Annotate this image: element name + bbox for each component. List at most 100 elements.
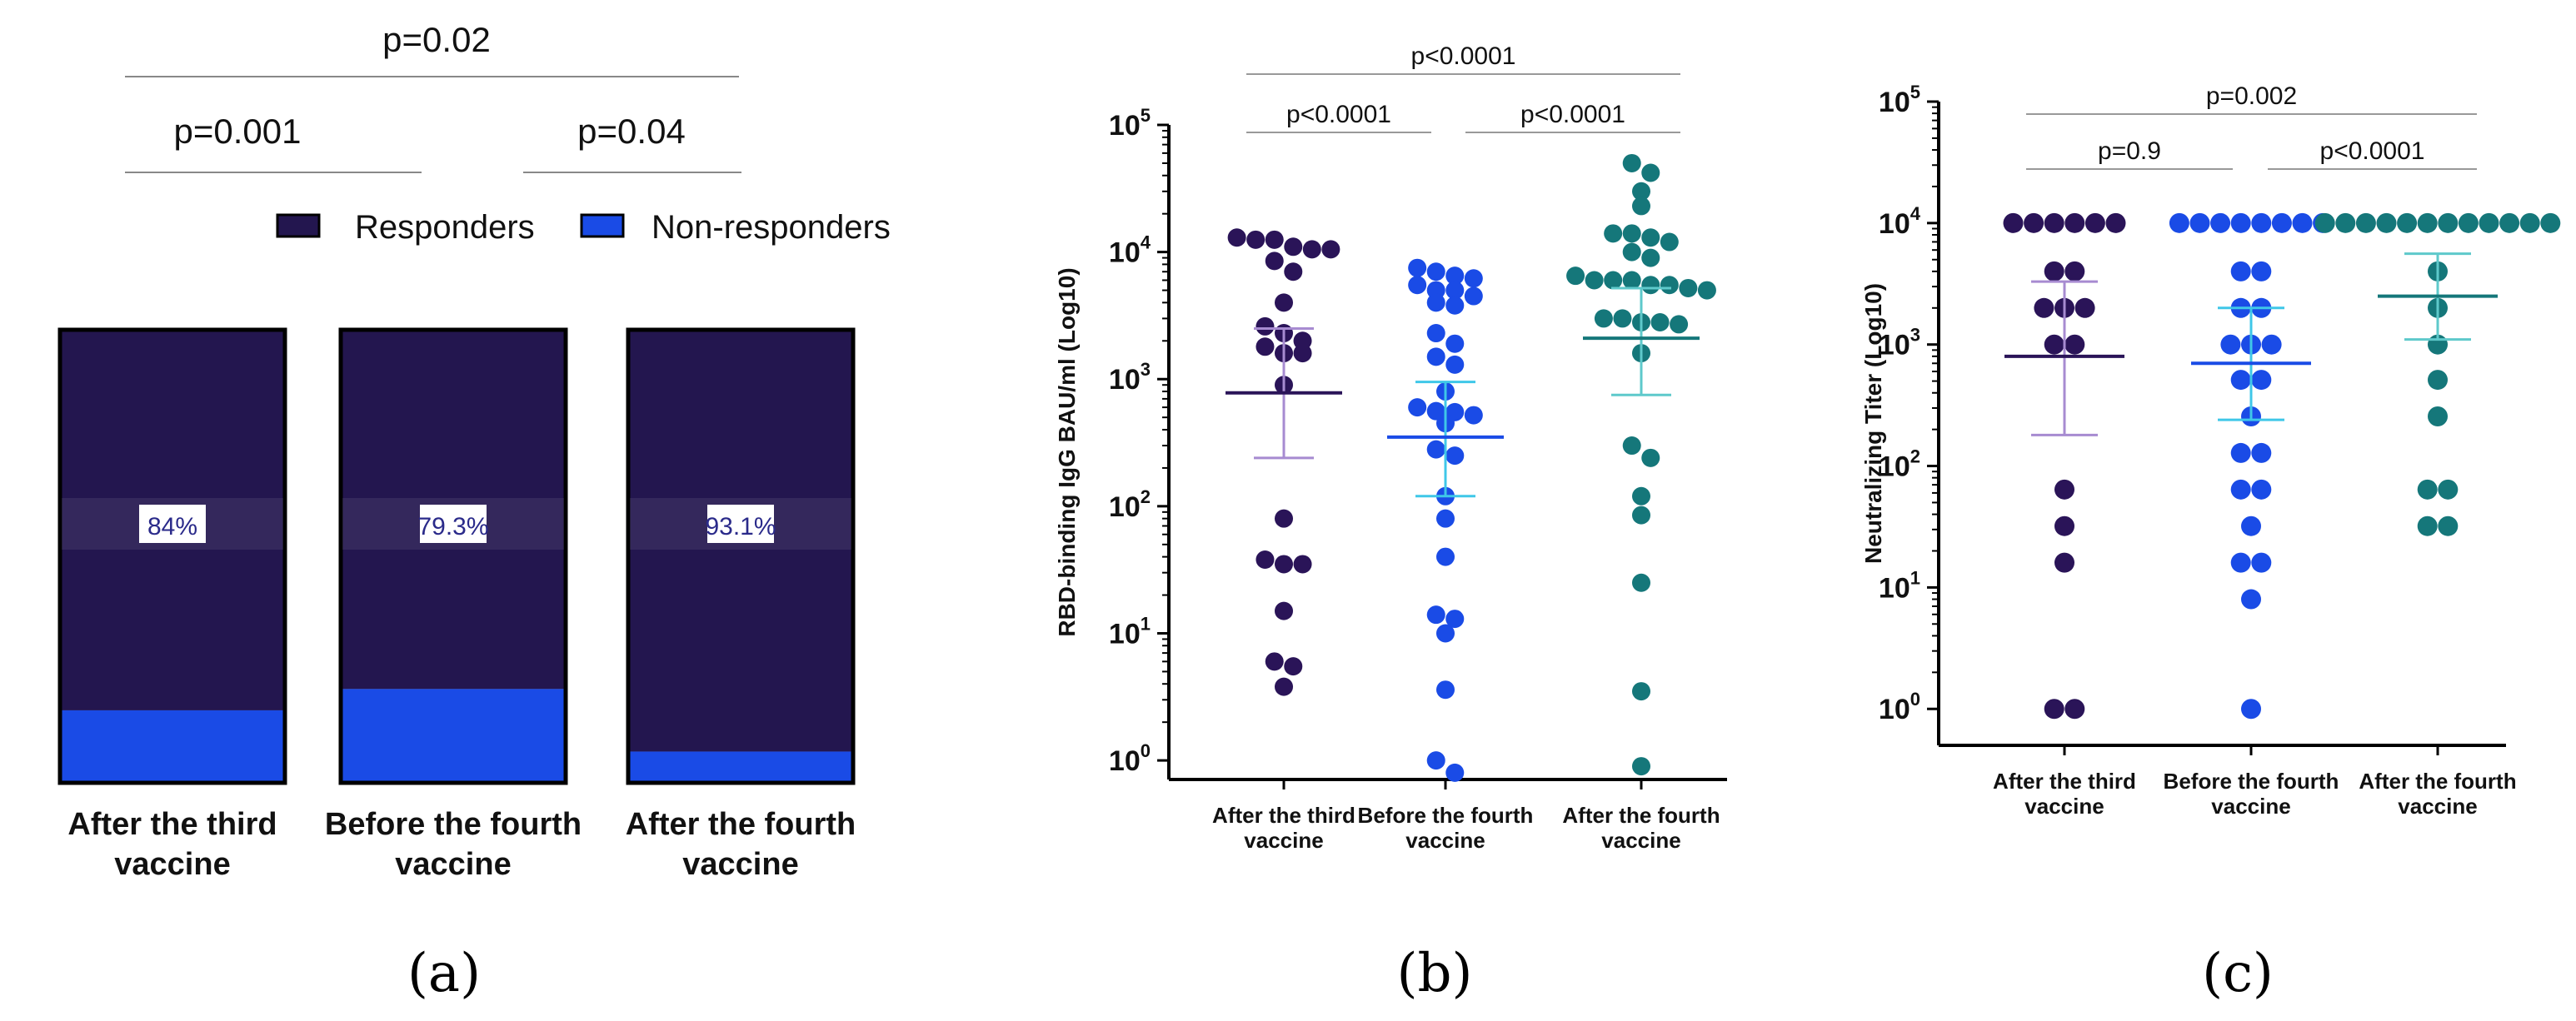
data-point — [1632, 182, 1650, 201]
y-tick-label: 105 — [1109, 105, 1151, 142]
x-tick-label: After the third vaccine — [1993, 769, 2136, 819]
data-point — [2034, 297, 2054, 318]
percent-label: 93.1% — [705, 513, 776, 540]
data-point — [1622, 242, 1641, 261]
data-point — [2074, 297, 2095, 318]
legend-swatch-non-responders — [580, 213, 625, 238]
data-point — [2417, 479, 2438, 500]
data-point — [1641, 448, 1660, 467]
comparison-label: p=0.9 — [2098, 137, 2161, 165]
data-point — [2189, 212, 2210, 233]
data-point — [1566, 266, 1585, 286]
data-point — [1426, 440, 1445, 459]
legend-swatch-responders — [276, 213, 321, 238]
data-point — [1641, 228, 1660, 247]
x-tick-label: After the fourth vaccine — [1562, 803, 1720, 853]
percent-label-box — [707, 505, 774, 543]
data-point — [2064, 699, 2085, 720]
data-point — [1265, 230, 1284, 249]
y-tick-label: 104 — [1879, 203, 1921, 240]
comparison-label: p=0.001 — [174, 112, 302, 151]
data-point — [2044, 212, 2064, 233]
data-point — [2084, 212, 2105, 233]
data-point — [2335, 212, 2356, 233]
bar-non-responders — [341, 689, 566, 783]
data-point — [1622, 436, 1641, 456]
data-point — [1641, 248, 1660, 267]
panel-a-stacked-bar-chart: p=0.02 p=0.001 p=0.04 Responders Non-respond… — [57, 20, 891, 882]
data-point — [1464, 286, 1483, 306]
data-point — [2024, 212, 2044, 233]
data-point — [1436, 547, 1455, 566]
data-point — [2271, 212, 2292, 233]
x-tick-label: After the third vaccine — [1212, 803, 1355, 853]
data-point — [2251, 261, 2272, 281]
data-point — [2230, 442, 2251, 463]
percent-label-box — [420, 505, 487, 543]
data-point — [1265, 652, 1284, 671]
data-point — [2054, 479, 2074, 500]
data-point — [2458, 212, 2479, 233]
data-point — [2355, 212, 2376, 233]
comparison-label: p<0.0001 — [1286, 101, 1391, 128]
data-point — [2220, 334, 2241, 355]
data-point — [2376, 212, 2397, 233]
data-point — [1284, 262, 1303, 281]
data-point — [1227, 228, 1246, 247]
data-point — [1426, 347, 1445, 366]
data-point — [1445, 610, 1465, 629]
data-point — [1660, 276, 1679, 295]
data-point — [2064, 212, 2085, 233]
data-point — [1256, 337, 1275, 356]
data-point — [1679, 278, 1698, 297]
panel-b-igg-scatter-chart: 100 101 102 103 104 105 RBD-binding IgG BAU/ml… — [1054, 42, 1727, 853]
data-point — [1426, 262, 1445, 281]
data-point — [1293, 344, 1312, 363]
data-point — [2064, 261, 2085, 281]
panel-label-c: (c) — [2202, 943, 2274, 1004]
data-point — [2438, 479, 2459, 500]
y-axis-label: RBD-binding IgG BAU/ml (Log10) — [1054, 267, 1080, 636]
data-point — [1436, 680, 1455, 700]
data-point — [2230, 261, 2251, 281]
category-label: Before the fourth vaccine — [325, 807, 582, 882]
data-point — [1445, 334, 1465, 353]
legend: Responders Non-responders — [276, 209, 891, 246]
data-point — [2251, 212, 2272, 233]
y-tick-label: 100 — [1879, 689, 1920, 725]
data-point — [1650, 312, 1670, 331]
data-point — [2054, 552, 2074, 573]
y-tick-label: 105 — [1879, 82, 1920, 118]
data-point — [2428, 406, 2448, 427]
data-point — [2169, 212, 2189, 233]
panel-label-b: (b) — [1397, 943, 1473, 1004]
data-point — [1284, 657, 1303, 676]
data-point — [1641, 163, 1660, 182]
data-point — [2540, 212, 2561, 233]
y-tick-label: 101 — [1109, 613, 1151, 650]
data-point — [2044, 261, 2064, 281]
data-point — [1594, 309, 1613, 328]
data-point — [1284, 237, 1303, 256]
y-tick-label: 102 — [1109, 486, 1151, 523]
data-point — [2230, 479, 2251, 500]
data-point — [1321, 240, 1340, 259]
percent-label: 79.3% — [417, 513, 488, 540]
data-point — [1464, 269, 1483, 288]
data-point — [1246, 230, 1266, 249]
data-point — [1622, 271, 1641, 290]
data-point — [1632, 506, 1650, 525]
comparison-label: p=0.002 — [2206, 82, 2297, 110]
data-point — [1445, 296, 1465, 315]
data-point — [1426, 751, 1445, 770]
category-label: After the fourth vaccine — [626, 807, 856, 882]
data-point — [2251, 370, 2272, 391]
bar-non-responders — [628, 751, 853, 783]
data-point — [1464, 406, 1483, 425]
data-point — [2241, 699, 2261, 720]
comparison-label: p=0.04 — [577, 112, 686, 151]
data-point — [1445, 266, 1465, 286]
data-point — [1408, 258, 1427, 277]
